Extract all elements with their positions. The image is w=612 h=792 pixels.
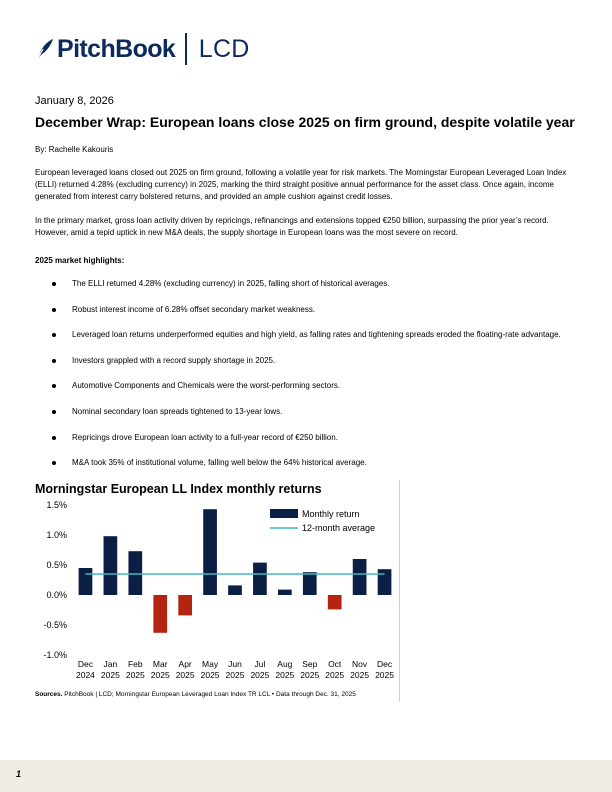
x-tick-month: Oct [328, 659, 342, 669]
bullet-icon [52, 384, 56, 389]
list-item: M&A took 35% of institutional volume, fa… [52, 458, 561, 468]
bullet-icon [52, 282, 56, 286]
bar-sep-2025 [302, 572, 317, 595]
y-tick-label: 0.5% [46, 560, 67, 570]
bar-apr-2025 [178, 595, 193, 616]
chart-source-text: PitchBook | LCD; Morningstar European Le… [64, 691, 356, 698]
paragraph-intro: European leveraged loans closed out 2025… [35, 168, 567, 201]
legend-bar-swatch [270, 509, 298, 518]
x-tick-year: 2025 [151, 670, 170, 680]
y-tick-label: 0.0% [46, 590, 67, 600]
x-tick-year: 2025 [250, 670, 269, 680]
bar-jun-2025 [228, 585, 242, 595]
x-tick-month: Dec [78, 659, 94, 669]
x-tick-month: Aug [277, 659, 292, 669]
x-tick-year: 2025 [226, 670, 245, 680]
x-tick-month: May [202, 659, 219, 669]
x-tick-month: Jun [228, 659, 242, 669]
article-date: January 8, 2026 [35, 95, 114, 107]
bar-oct-2025 [327, 595, 342, 610]
list-item: Repricings drove European loan activity … [52, 433, 561, 443]
x-tick-month: Dec [377, 659, 393, 669]
bar-dec-2024 [78, 568, 93, 595]
bar-mar-2025 [153, 595, 168, 633]
x-tick-year: 2025 [201, 670, 220, 680]
bar-dec-2025 [377, 569, 392, 595]
x-tick-month: Feb [128, 659, 143, 669]
brand-name: PitchBook [57, 34, 176, 63]
chart-title: Morningstar European LL Index monthly re… [35, 482, 322, 496]
bullet-icon [52, 409, 56, 414]
legend-12-month-average: 12-month average [302, 523, 375, 533]
pitchbook-lcd-logo: PitchBook LCD [35, 32, 250, 66]
bullet-icon [52, 333, 56, 338]
y-tick-label: -0.5% [43, 620, 67, 630]
chart-divider [399, 480, 400, 702]
highlights-heading: 2025 market highlights: [35, 256, 125, 265]
bar-feb-2025 [128, 551, 143, 595]
bullet-icon [52, 358, 56, 363]
page-number: 1 [16, 769, 22, 779]
monthly-returns-chart: Morningstar European LL Index monthly re… [33, 480, 403, 702]
x-tick-year: 2025 [176, 670, 195, 680]
bar-jan-2025 [103, 536, 118, 595]
x-tick-month: Nov [352, 659, 368, 669]
x-tick-month: Jul [254, 659, 265, 669]
legend-monthly-return: Monthly return [302, 509, 360, 519]
product-name: LCD [198, 34, 250, 63]
list-item: The ELLI returned 4.28% (excluding curre… [52, 279, 561, 289]
bullet-icon [52, 435, 56, 440]
x-tick-month: Apr [179, 659, 192, 669]
page-footer: 1 [0, 760, 612, 792]
x-tick-month: Sep [302, 659, 317, 669]
article-title: December Wrap: European loans close 2025… [35, 114, 575, 130]
x-tick-year: 2025 [300, 670, 319, 680]
y-tick-label: 1.0% [46, 530, 67, 540]
bullet-icon [52, 307, 56, 312]
paragraph-primary-market: In the primary market, gross loan activi… [35, 216, 549, 237]
article-byline: By: Rachelle Kakouris [35, 145, 114, 154]
highlights-list: The ELLI returned 4.28% (excluding curre… [52, 279, 561, 484]
x-tick-year: 2025 [325, 670, 344, 680]
x-tick-year: 2025 [375, 670, 394, 680]
list-item: Robust interest income of 6.28% offset s… [52, 305, 561, 315]
list-item: Leveraged loan returns underperformed eq… [52, 330, 561, 340]
bar-may-2025 [203, 509, 217, 595]
bar-jul-2025 [253, 562, 267, 595]
x-tick-month: Mar [153, 659, 168, 669]
y-tick-label: -1.0% [43, 650, 67, 660]
chart-svg: Morningstar European LL Index monthly re… [35, 482, 394, 698]
chart-source: Sources. PitchBook | LCD; Morningstar Eu… [35, 691, 356, 698]
x-tick-year: 2024 [76, 670, 95, 680]
logo-separator [185, 33, 187, 65]
x-tick-year: 2025 [126, 670, 145, 680]
chart-source-label: Sources. [35, 691, 64, 698]
x-tick-year: 2025 [101, 670, 120, 680]
list-item: Nominal secondary loan spreads tightened… [52, 407, 561, 417]
y-tick-label: 1.5% [46, 500, 67, 510]
x-tick-month: Jan [104, 659, 118, 669]
pitchbook-feather-icon [36, 39, 53, 61]
bar-nov-2025 [352, 559, 367, 595]
x-tick-year: 2025 [350, 670, 369, 680]
x-tick-year: 2025 [275, 670, 294, 680]
bar-aug-2025 [277, 589, 292, 595]
list-item: Investors grappled with a record supply … [52, 356, 561, 366]
bullet-icon [52, 461, 56, 466]
list-item: Automotive Components and Chemicals were… [52, 381, 561, 391]
